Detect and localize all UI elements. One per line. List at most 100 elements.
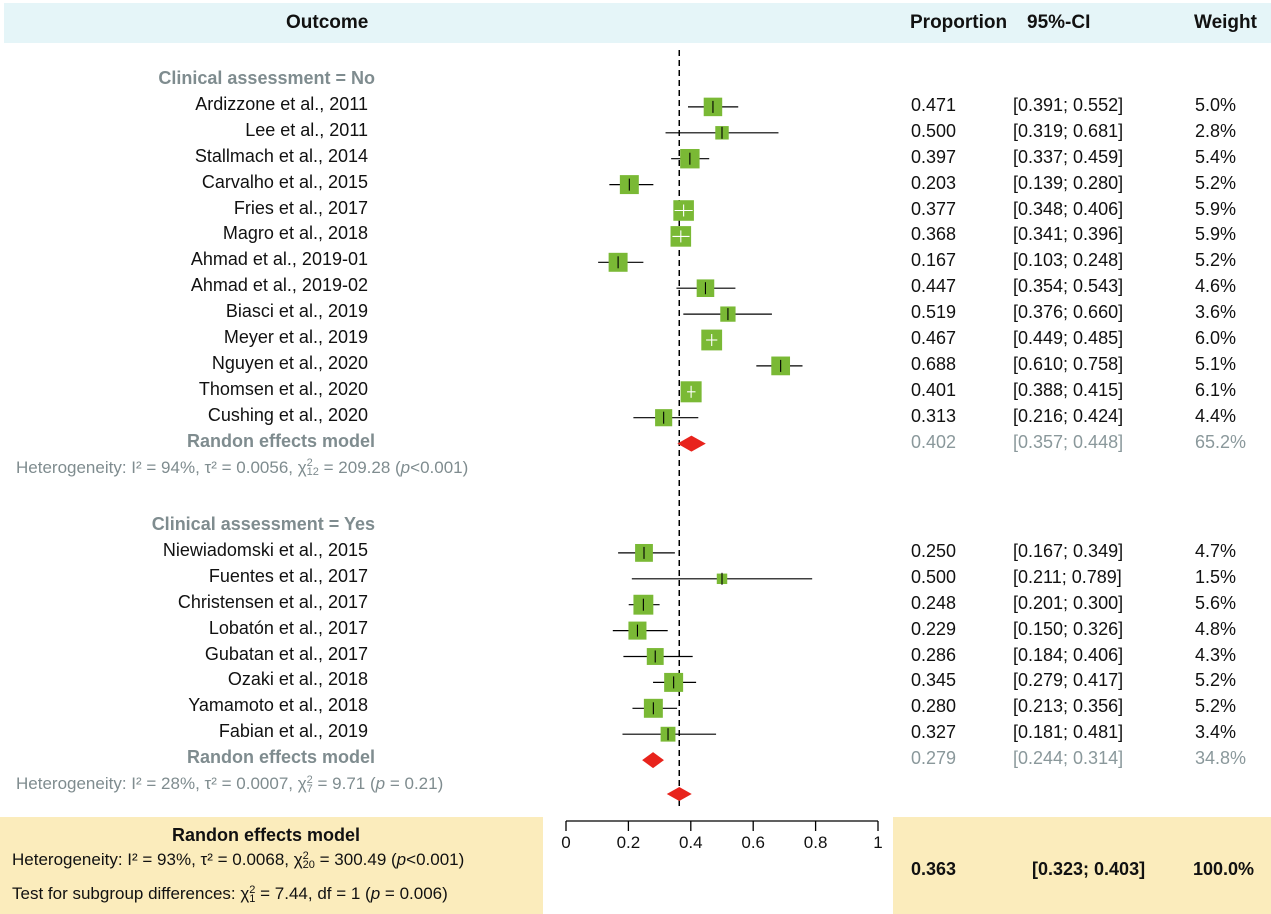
subgroup-model-diamond	[642, 752, 664, 769]
study-weight: 5.2%	[1195, 670, 1237, 691]
study-label: Stallmach et al., 2014	[194, 145, 368, 166]
study-label: Thomsen et al., 2020	[198, 378, 368, 399]
study-proportion: 0.345	[911, 670, 957, 691]
study-ci: [0.376; 0.660]	[1013, 302, 1124, 323]
study-weight: 6.0%	[1195, 328, 1237, 348]
study-label: Magro et al., 2018	[222, 223, 368, 244]
subgroup-model-proportion: 0.279	[911, 748, 957, 769]
study-proportion: 0.471	[911, 94, 957, 115]
x-tick-label-0: 0	[561, 833, 570, 852]
study-proportion: 0.313	[911, 405, 957, 426]
subgroup-model-weight: 34.8%	[1195, 748, 1247, 769]
study-label: Christensen et al., 2017	[177, 591, 368, 612]
subgroup-heterogeneity-p: p	[400, 457, 411, 477]
study-label: Fuentes et al., 2017	[208, 565, 368, 586]
subgroup-test-sup: 2	[249, 883, 256, 896]
study-proportion: 0.368	[911, 224, 957, 245]
study-proportion: 0.688	[911, 353, 957, 374]
study-weight: 5.0%	[1195, 94, 1237, 115]
study-label: Ardizzone et al., 2011	[195, 93, 368, 114]
x-tick-label-4: 0.8	[804, 833, 828, 852]
subgroup-model-ci: [0.244; 0.314]	[1013, 748, 1124, 769]
overall-diamond	[666, 787, 692, 801]
subgroup-heterogeneity-i2: I² = 94%, τ² = 0.0056, χ	[131, 457, 307, 477]
subgroup-model-weight: 65.2%	[1195, 431, 1247, 452]
study-ci: [0.391; 0.552]	[1013, 94, 1124, 115]
study-proportion: 0.286	[911, 644, 957, 665]
study-weight: 5.2%	[1195, 696, 1237, 717]
study-weight: 6.1%	[1195, 379, 1237, 400]
ci-header: 95%-CI	[1027, 12, 1091, 33]
study-ci: [0.388; 0.415]	[1013, 379, 1124, 400]
subgroup-heterogeneity-prefix: Heterogeneity:	[16, 457, 132, 477]
study-label: Yamamoto et al., 2018	[188, 695, 368, 716]
overall-heterogeneity-sup: 2	[302, 849, 309, 862]
overall-heterogeneity-rest: = 300.49 (	[314, 850, 397, 869]
study-ci: [0.213; 0.356]	[1013, 696, 1124, 717]
subgroup-test-p: p	[370, 884, 381, 903]
study-ci: [0.216; 0.424]	[1013, 405, 1124, 426]
overall-weight: 100.0%	[1193, 859, 1255, 879]
subgroup-heterogeneity-p: p	[375, 774, 386, 793]
subgroup-heterogeneity-i2: I² = 28%, τ² = 0.0007, χ	[131, 774, 307, 793]
subgroup-heterogeneity-p_rest: <0.001)	[410, 457, 469, 477]
study-ci: [0.610; 0.758]	[1013, 353, 1124, 374]
study-weight: 4.4%	[1195, 405, 1237, 426]
study-label: Ahmad et al., 2019-02	[190, 275, 368, 296]
proportion-header: Proportion	[910, 12, 1008, 33]
study-ci: [0.348; 0.406]	[1013, 198, 1124, 219]
subgroup-heterogeneity-sup: 2	[306, 457, 313, 470]
study-label: Lobatón et al., 2017	[208, 617, 368, 638]
study-proportion: 0.500	[911, 566, 957, 587]
overall-right-panel	[893, 817, 1271, 914]
study-ci: [0.449; 0.485]	[1013, 328, 1124, 348]
study-ci: [0.319; 0.681]	[1013, 120, 1124, 141]
subgroup-heterogeneity-sup: 2	[306, 773, 313, 786]
subgroup-heterogeneity-rest: = 9.71 (	[312, 774, 376, 793]
study-weight: 1.5%	[1195, 566, 1237, 587]
x-tick-label-1: 0.2	[617, 833, 641, 852]
overall-heterogeneity-i2: I² = 93%, τ² = 0.0068, χ	[127, 850, 303, 869]
study-weight: 2.8%	[1195, 120, 1237, 141]
study-proportion: 0.447	[911, 276, 957, 297]
study-ci: [0.184; 0.406]	[1013, 644, 1124, 665]
subgroup-model-label: Randon effects model	[186, 430, 375, 451]
study-ci: [0.167; 0.349]	[1013, 540, 1124, 561]
subgroup-heterogeneity-rest: = 209.28 (	[318, 457, 401, 477]
study-label: Nguyen et al., 2020	[211, 352, 368, 373]
study-label: Fries et al., 2017	[233, 197, 368, 218]
subgroup-test-p_rest: = 0.006)	[380, 884, 448, 903]
study-weight: 4.8%	[1195, 618, 1237, 639]
subgroup-model-proportion: 0.402	[911, 431, 957, 452]
study-proportion: 0.397	[911, 146, 957, 167]
study-label: Biasci et al., 2019	[225, 301, 368, 322]
study-proportion: 0.377	[911, 198, 957, 219]
study-label: Fabian et al., 2019	[218, 721, 368, 742]
x-tick-label-2: 0.4	[679, 833, 703, 852]
study-proportion: 0.167	[911, 250, 957, 271]
overall-heterogeneity-p: p	[396, 850, 407, 869]
study-weight: 3.6%	[1195, 302, 1237, 323]
study-label: Meyer et al., 2019	[223, 327, 368, 347]
study-proportion: 0.327	[911, 722, 957, 743]
study-label: Cushing et al., 2020	[207, 404, 368, 425]
study-weight: 3.4%	[1195, 722, 1237, 743]
study-ci: [0.181; 0.481]	[1013, 722, 1124, 743]
x-tick-label-5: 1	[873, 833, 882, 852]
study-ci: [0.139; 0.280]	[1013, 172, 1124, 193]
study-ci: [0.211; 0.789]	[1013, 566, 1122, 587]
study-ci: [0.103; 0.248]	[1013, 250, 1124, 271]
study-ci: [0.201; 0.300]	[1013, 592, 1124, 613]
study-label: Lee et al., 2011	[245, 119, 368, 140]
study-ci: [0.279; 0.417]	[1013, 670, 1124, 691]
study-weight: 4.6%	[1195, 276, 1237, 297]
weight-header: Weight	[1194, 12, 1257, 33]
overall-heterogeneity-p_rest: <0.001)	[406, 850, 465, 869]
study-weight: 4.7%	[1195, 540, 1237, 561]
study-weight: 5.2%	[1195, 172, 1237, 193]
study-proportion: 0.500	[911, 120, 957, 141]
study-weight: 5.4%	[1195, 146, 1237, 167]
